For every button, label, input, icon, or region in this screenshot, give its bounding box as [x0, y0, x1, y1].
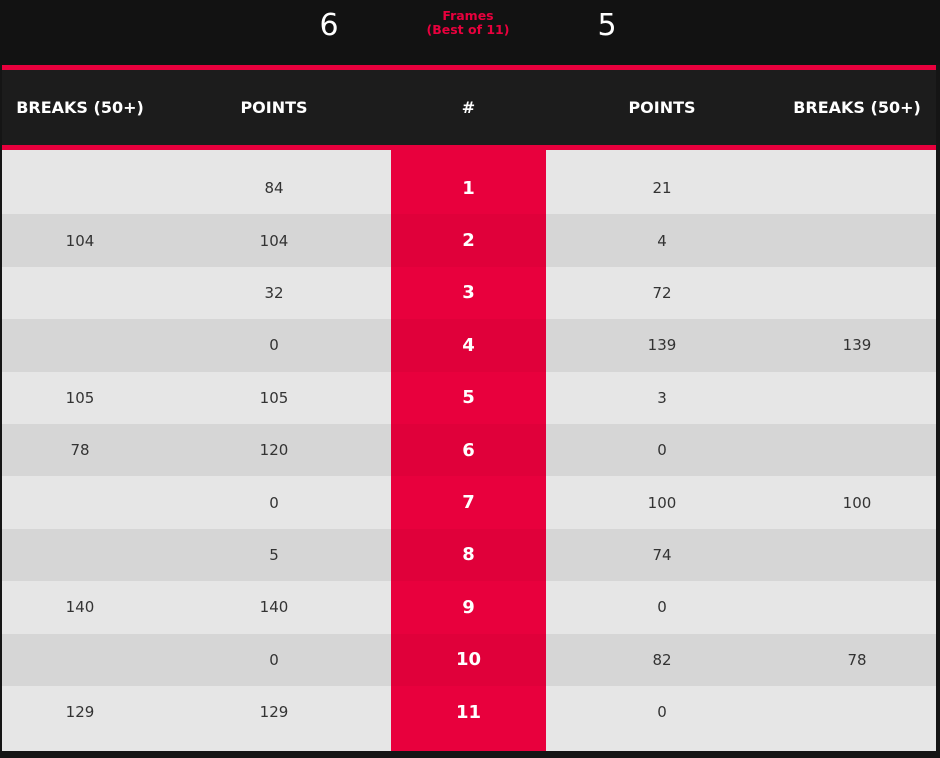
left-points-cell: 0 — [269, 650, 279, 669]
right-breaks-cell — [778, 267, 936, 319]
left-points-cell: 32 — [264, 283, 284, 302]
right-points-cell: 4 — [657, 231, 667, 250]
column-headers: BREAKS (50+) POINTS # POINTS BREAKS (50+… — [2, 70, 936, 145]
right-breaks-cell — [778, 162, 936, 214]
header-right-points: POINTS — [628, 98, 696, 117]
left-breaks-cell — [2, 476, 158, 528]
table-row: 129 129 11 0 — [2, 686, 936, 738]
frames-table: 84 1 21 104 104 2 4 32 3 72 0 4 139 139 105 105 5 3 78 120 6… — [2, 150, 936, 751]
header-left-breaks: BREAKS (50+) — [16, 98, 144, 117]
right-points-cell: 72 — [652, 283, 672, 302]
frames-label: Frames (Best of 11) — [408, 9, 528, 37]
right-points-cell: 21 — [652, 179, 672, 198]
right-points-cell: 0 — [657, 598, 667, 617]
right-points-cell: 82 — [652, 650, 672, 669]
left-points-cell: 104 — [259, 231, 289, 250]
right-points-cell: 100 — [647, 493, 677, 512]
left-breaks-cell — [2, 529, 158, 581]
divider — [2, 145, 936, 150]
header-right-breaks: BREAKS (50+) — [793, 98, 921, 117]
scoreboard-header: 6 Frames (Best of 11) 5 — [0, 0, 940, 65]
left-breaks-cell — [2, 162, 158, 214]
left-frame-score: 6 — [319, 8, 339, 43]
left-breaks-cell: 105 — [65, 388, 95, 407]
frame-number-cell: 8 — [391, 528, 546, 582]
table-row: 32 3 72 — [2, 267, 936, 319]
table-row: 104 104 2 4 — [2, 214, 936, 267]
right-points-cell: 74 — [652, 545, 672, 564]
right-points-cell: 0 — [657, 441, 667, 460]
frame-number-cell: 6 — [391, 424, 546, 477]
right-breaks-cell — [778, 372, 936, 424]
table-row: 0 10 82 78 — [2, 633, 936, 686]
left-breaks-cell — [2, 634, 158, 686]
left-points-cell: 129 — [259, 703, 289, 722]
frame-number-cell: 7 — [462, 492, 475, 514]
left-breaks-cell: 78 — [70, 441, 90, 460]
header-frame-number: # — [461, 98, 476, 117]
left-points-cell: 105 — [259, 388, 289, 407]
frame-number-cell: 2 — [391, 214, 546, 267]
header-left-points: POINTS — [240, 98, 308, 117]
frames-title: Frames — [442, 8, 494, 23]
left-breaks-cell — [2, 319, 158, 371]
left-points-cell: 0 — [269, 336, 279, 355]
left-breaks-cell: 129 — [65, 703, 95, 722]
table-row: 0 4 139 139 — [2, 319, 936, 372]
left-breaks-cell: 140 — [65, 598, 95, 617]
left-points-cell: 0 — [269, 493, 279, 512]
left-points-cell: 5 — [269, 545, 279, 564]
frame-number-cell: 11 — [455, 701, 482, 723]
table-row: 84 1 21 — [2, 162, 936, 214]
frame-number-cell: 10 — [391, 633, 546, 686]
left-points-cell: 84 — [264, 179, 284, 198]
right-points-cell: 3 — [657, 388, 667, 407]
right-breaks-cell — [778, 529, 936, 581]
right-breaks-cell — [778, 424, 936, 476]
table-row: 78 120 6 0 — [2, 424, 936, 477]
left-breaks-cell — [2, 267, 158, 319]
right-breaks-cell: 139 — [842, 336, 872, 355]
right-breaks-cell: 100 — [842, 493, 872, 512]
left-points-cell: 140 — [259, 598, 289, 617]
frame-number-cell: 3 — [462, 282, 475, 304]
frame-number-cell: 5 — [462, 387, 475, 409]
best-of-label: (Best of 11) — [426, 22, 510, 37]
left-points-cell: 120 — [259, 441, 289, 460]
table-row: 105 105 5 3 — [2, 372, 936, 424]
right-breaks-cell — [778, 214, 936, 266]
table-row: 0 7 100 100 — [2, 476, 936, 528]
right-frame-score: 5 — [597, 8, 617, 43]
table-row: 5 8 74 — [2, 528, 936, 582]
right-points-cell: 0 — [657, 703, 667, 722]
divider — [2, 65, 936, 70]
frame-number-cell: 4 — [391, 319, 546, 372]
left-breaks-cell: 104 — [65, 231, 95, 250]
right-points-cell: 139 — [647, 336, 677, 355]
right-breaks-cell: 78 — [847, 650, 867, 669]
frame-number-cell: 1 — [462, 177, 475, 199]
table-row: 140 140 9 0 — [2, 581, 936, 633]
right-breaks-cell — [778, 686, 936, 738]
frame-number-cell: 9 — [462, 596, 475, 618]
right-breaks-cell — [778, 581, 936, 633]
